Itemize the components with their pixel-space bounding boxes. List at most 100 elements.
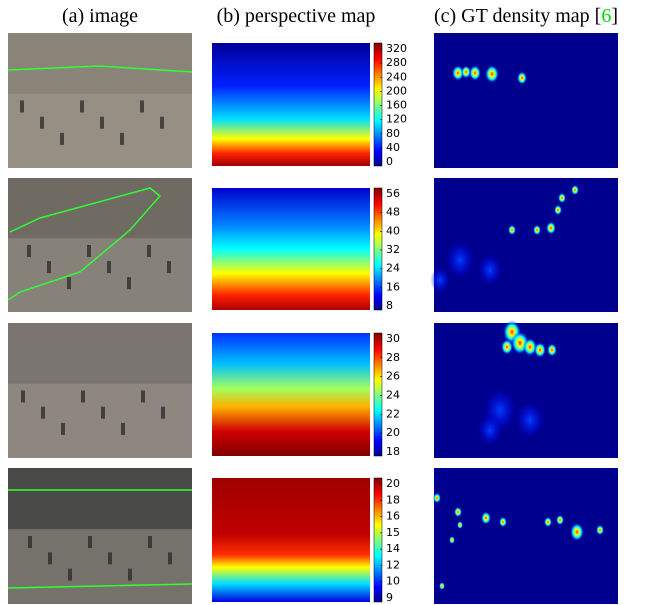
colorbar-tick-label: 80 <box>386 127 400 140</box>
density-blob <box>516 402 544 438</box>
colorbar-tick-label: 32 <box>386 243 400 256</box>
density-map <box>434 468 618 604</box>
scene-person <box>108 552 112 564</box>
scene-person <box>40 117 44 129</box>
scene-person <box>141 391 145 403</box>
colorbar-tick-label: 28 <box>386 351 400 364</box>
scene-person <box>67 277 71 289</box>
scene-person <box>41 407 45 419</box>
colorbar-tick-label: 22 <box>386 407 400 420</box>
colorbar <box>374 333 382 456</box>
density-blob <box>485 65 499 83</box>
colorbar-tick-label: 10 <box>386 575 400 588</box>
density-blob <box>570 523 584 541</box>
citation[interactable]: 6 <box>601 5 611 27</box>
colorbar <box>374 478 382 602</box>
scene-person <box>161 407 165 419</box>
colorbar-tick-label: 15 <box>386 526 400 539</box>
colorbar-tick-label: 20 <box>386 426 400 439</box>
density-blob <box>517 72 527 85</box>
density-blob <box>433 493 441 503</box>
colorbar-tick-label: 24 <box>386 389 400 402</box>
scene-person <box>21 391 25 403</box>
density-blob <box>546 222 556 235</box>
scene-person <box>87 245 91 257</box>
colorbar-tick-label: 120 <box>386 113 407 126</box>
density-blob <box>571 185 579 195</box>
colorbar-tick-label: 20 <box>386 477 400 490</box>
density-blob <box>499 517 507 527</box>
colorbar-tick-label: 8 <box>386 299 393 312</box>
colorbar-tick-label: 200 <box>386 84 407 97</box>
colorbar-tick-label: 9 <box>386 591 393 604</box>
density-blob <box>534 342 546 358</box>
perspective-map <box>212 333 370 456</box>
density-blob <box>533 225 541 235</box>
density-blob <box>449 536 455 544</box>
scene-person <box>60 133 64 145</box>
density-blob <box>439 582 445 590</box>
colorbar-tick-label: 30 <box>386 332 400 345</box>
scene-person <box>121 423 125 435</box>
scene-person <box>100 117 104 129</box>
column-header: (a) image <box>62 5 138 27</box>
scene-person <box>148 536 152 548</box>
colorbar <box>374 43 382 166</box>
density-blob <box>544 517 552 527</box>
colorbar <box>374 188 382 310</box>
density-blob <box>556 515 564 525</box>
scene-ground <box>8 94 192 168</box>
scene-person <box>101 407 105 419</box>
density-blob <box>596 525 604 535</box>
density-blob <box>446 242 474 278</box>
colorbar-tick-label: 56 <box>386 187 400 200</box>
scene-person <box>128 569 132 581</box>
scene-person <box>20 101 24 113</box>
scene-person <box>168 552 172 564</box>
header-text: (c) GT density map [ <box>434 5 601 27</box>
colorbar-tick-label: 18 <box>386 493 400 506</box>
scene-person <box>167 261 171 273</box>
colorbar-tick-label: 240 <box>386 70 407 83</box>
figure-row: 201816151412109 <box>8 468 618 604</box>
colorbar-tick-label: 16 <box>386 510 400 523</box>
density-blob <box>469 65 481 81</box>
density-blob <box>478 254 502 285</box>
colorbar-tick-label: 160 <box>386 99 407 112</box>
density-blob <box>558 193 566 203</box>
colorbar-tick-label: 14 <box>386 542 400 555</box>
scene-person <box>127 277 131 289</box>
scene-person <box>81 391 85 403</box>
density-blob <box>508 225 516 235</box>
scene-person <box>61 423 65 435</box>
density-blob <box>478 414 502 445</box>
density-blob <box>454 507 462 517</box>
scene-person <box>68 569 72 581</box>
scene-person <box>120 133 124 145</box>
density-blob <box>481 512 491 525</box>
scene-person <box>48 552 52 564</box>
scene-person <box>47 261 51 273</box>
colorbar-tick-label: 0 <box>386 155 393 168</box>
scene-person <box>80 101 84 113</box>
scene-ground <box>8 529 192 604</box>
colorbar-tick-label: 18 <box>386 445 400 458</box>
density-blob <box>501 339 513 355</box>
scene-person <box>88 536 92 548</box>
scene-person <box>27 245 31 257</box>
figure: (a) image (b) perspective map (c) GT den… <box>0 0 647 605</box>
scene-ground <box>8 384 192 458</box>
density-map <box>434 33 618 168</box>
density-blob <box>547 344 557 357</box>
scene-person <box>107 261 111 273</box>
colorbar-tick-label: 24 <box>386 262 400 275</box>
column-header: (c) GT density map [6] <box>434 5 618 27</box>
density-blob <box>457 521 463 529</box>
header-text: ] <box>611 5 618 27</box>
scene-person <box>160 117 164 129</box>
perspective-map <box>212 43 370 166</box>
scene-person <box>140 101 144 113</box>
colorbar-tick-label: 280 <box>386 56 407 69</box>
